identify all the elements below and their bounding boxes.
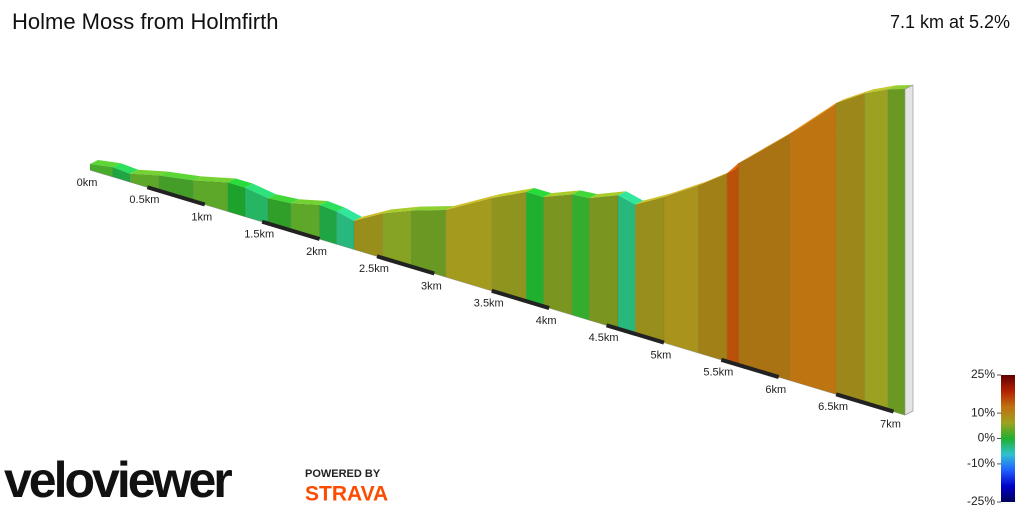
strava: STRAVA <box>305 483 388 506</box>
segment-top <box>267 194 299 204</box>
segment-top <box>526 187 552 198</box>
segment-top <box>130 169 167 176</box>
x-tick-label: 0km <box>77 177 98 189</box>
color-tick-label: 25% <box>971 367 995 381</box>
segment <box>663 185 699 354</box>
segment <box>617 194 636 335</box>
color-tick-label: -10% <box>967 456 995 470</box>
x-tick-label: 4.5km <box>589 332 619 344</box>
segment-top <box>411 205 454 211</box>
segment-top <box>319 201 345 212</box>
x-tick-label: 0.5km <box>129 194 159 206</box>
x-tick-label: 2.5km <box>359 263 389 275</box>
segment <box>835 93 866 404</box>
end-face <box>904 84 914 416</box>
tick-bar <box>491 288 550 310</box>
segment-top <box>790 99 845 134</box>
tick-bar <box>261 219 321 241</box>
segment-top <box>112 163 139 174</box>
segment-top <box>382 206 420 214</box>
segment-top <box>227 178 253 188</box>
segment-top <box>887 85 913 90</box>
x-tick-label: 6km <box>765 384 786 396</box>
segment-top <box>738 129 799 164</box>
segment <box>887 88 906 416</box>
segment <box>353 213 383 259</box>
segment-top <box>158 171 202 181</box>
chart-subtitle: 7.1 km at 5.2% <box>890 12 1010 32</box>
segment <box>445 197 493 292</box>
tick-bar <box>720 357 780 379</box>
logo: veloviewer <box>4 452 232 508</box>
segment <box>789 102 837 395</box>
tick-bar <box>605 323 665 345</box>
segment-top <box>663 181 707 198</box>
segment-top <box>572 190 598 199</box>
segment-top <box>618 191 644 205</box>
color-tick-label: 10% <box>971 405 995 419</box>
color-bar <box>1001 375 1015 502</box>
x-tick-label: 1km <box>191 211 212 223</box>
segment-top <box>336 207 363 221</box>
x-tick-label: 7km <box>880 418 901 430</box>
color-tick-label: 0% <box>978 431 996 445</box>
tick-bar <box>376 254 435 276</box>
segment-top <box>864 85 896 94</box>
chart-title: Holme Moss from Holmfirth <box>12 9 278 34</box>
segment <box>543 194 573 316</box>
tick-bar <box>835 392 895 414</box>
x-tick-label: 6.5km <box>818 401 848 413</box>
segment <box>698 173 728 362</box>
color-tick-label: -25% <box>967 494 995 508</box>
segment-top <box>445 194 500 210</box>
segment-top <box>193 176 236 183</box>
segment-top <box>589 191 627 199</box>
x-tick-label: 5.5km <box>703 367 733 379</box>
segment <box>227 182 246 217</box>
x-tick-label: 4km <box>536 315 557 327</box>
segment-top <box>354 209 391 221</box>
segment <box>491 191 527 302</box>
x-tick-label: 5km <box>651 349 672 361</box>
segment-top <box>635 193 672 205</box>
segment <box>726 162 739 366</box>
segment <box>864 89 889 411</box>
segment <box>738 132 791 381</box>
segment-top <box>491 187 535 199</box>
x-tick-label: 2km <box>306 246 327 258</box>
segment <box>319 204 338 245</box>
x-tick-label: 3km <box>421 280 442 292</box>
segment-top <box>90 160 121 168</box>
segment <box>571 194 590 321</box>
x-tick-label: 1.5km <box>244 229 274 241</box>
segment <box>525 191 544 307</box>
powered-by: POWERED BY <box>305 468 381 480</box>
segment <box>634 196 665 343</box>
segment-top <box>290 199 328 206</box>
segment-top <box>836 89 873 104</box>
segment <box>193 180 228 212</box>
x-tick-label: 3.5km <box>474 298 504 310</box>
segment-top <box>244 183 276 199</box>
tick-bar <box>146 185 206 207</box>
segment <box>589 195 619 330</box>
segment-top <box>698 169 736 186</box>
segment-top <box>543 190 581 198</box>
